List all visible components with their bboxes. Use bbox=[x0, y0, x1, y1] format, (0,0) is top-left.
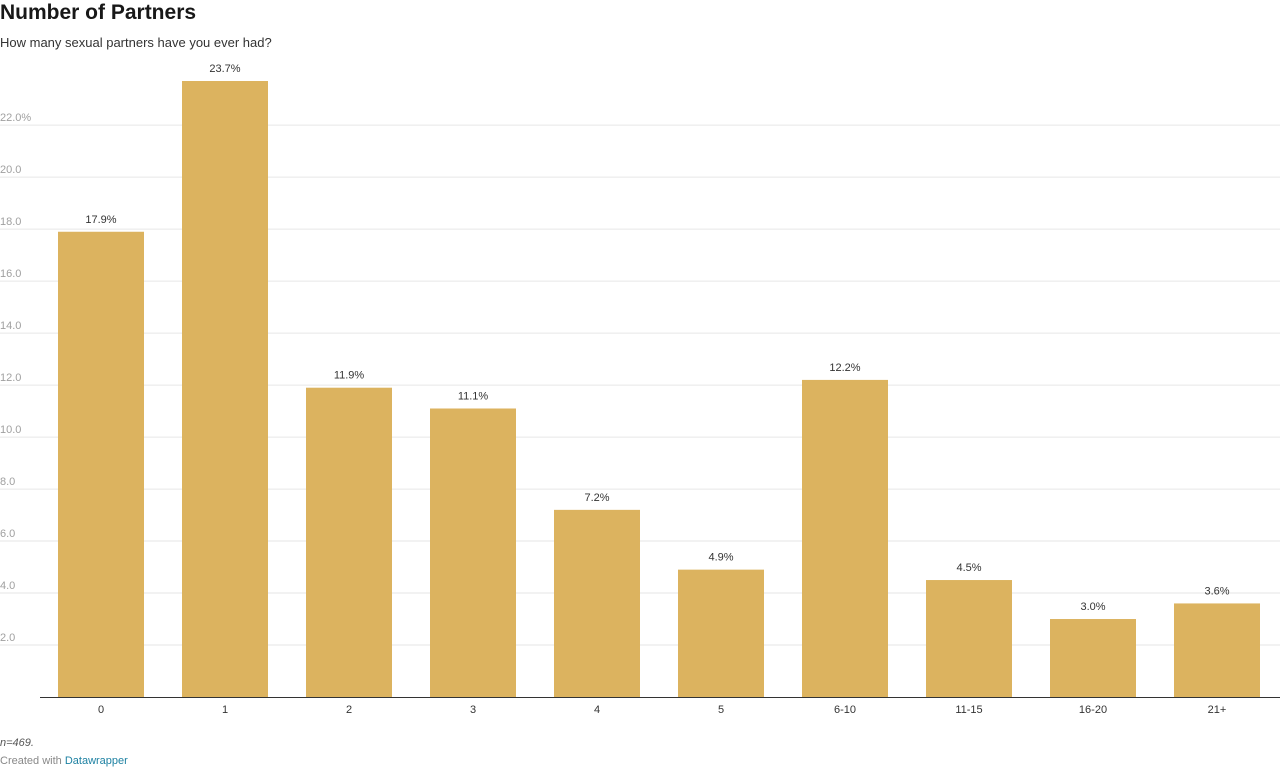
chart-title: Number of Partners bbox=[0, 1, 197, 24]
y-tick-label: 18.0 bbox=[0, 216, 21, 228]
bar-value-label: 4.5% bbox=[956, 562, 981, 574]
bar-value-label: 4.9% bbox=[708, 552, 733, 564]
datawrapper-link[interactable]: Datawrapper bbox=[64, 755, 128, 767]
chart-byline: Created with Datawrapper bbox=[0, 754, 128, 768]
x-tick-label: 2 bbox=[346, 704, 352, 716]
x-tick-label: 4 bbox=[594, 704, 600, 716]
bar bbox=[306, 387, 392, 697]
byline-prefix: Created with bbox=[0, 755, 62, 767]
bar-chart: 2.0 4.0 6.0 8.0 10.0 12.0 14.0 16.0 18.0 20.0 22.0… bbox=[0, 63, 1280, 716]
x-tick-label: 1 bbox=[222, 704, 228, 716]
bar bbox=[182, 81, 268, 697]
x-tick-label: 11-15 bbox=[955, 704, 982, 716]
y-tick-label: 20.0 bbox=[0, 164, 21, 176]
bar bbox=[430, 408, 516, 697]
x-tick-label: 3 bbox=[470, 704, 476, 716]
y-tick-label: 12.0 bbox=[0, 372, 21, 384]
bar bbox=[926, 580, 1012, 697]
y-tick-label: 14.0 bbox=[0, 320, 21, 332]
x-tick-label: 5 bbox=[718, 704, 724, 716]
bar bbox=[1174, 603, 1260, 697]
y-tick-label: 4.0 bbox=[0, 580, 15, 592]
bar-value-label: 3.6% bbox=[1204, 585, 1229, 597]
bar bbox=[678, 569, 764, 697]
y-tick-label: 8.0 bbox=[0, 476, 15, 488]
bar-value-label: 3.0% bbox=[1080, 601, 1105, 613]
bar-value-label: 17.9% bbox=[85, 214, 116, 226]
y-tick-label: 22.0% bbox=[0, 112, 31, 124]
x-tick-label: 21+ bbox=[1208, 704, 1227, 716]
chart-subtitle: How many sexual partners have you ever h… bbox=[0, 35, 272, 50]
x-tick-label: 6-10 bbox=[834, 704, 856, 716]
value-labels: 17.9% 0 23.7% 1 11.9% 2 11.1% 3 7.2% 4 4.9% 5 12.2% 6… bbox=[85, 63, 1229, 716]
bar-value-label: 12.2% bbox=[829, 362, 860, 374]
y-tick-label: 10.0 bbox=[0, 424, 21, 436]
bar bbox=[554, 509, 640, 697]
bar bbox=[58, 231, 144, 698]
y-tick-label: 2.0 bbox=[0, 632, 15, 644]
y-tick-label: 16.0 bbox=[0, 268, 21, 280]
bar-value-label: 7.2% bbox=[584, 492, 609, 504]
x-tick-label: 16-20 bbox=[1079, 704, 1107, 716]
bar-value-label: 23.7% bbox=[209, 63, 240, 75]
x-tick-label: 0 bbox=[98, 704, 104, 716]
bar bbox=[802, 379, 888, 697]
y-tick-label: 6.0 bbox=[0, 528, 15, 540]
bar bbox=[1050, 619, 1136, 697]
chart-notes: n=469. bbox=[0, 737, 34, 749]
bars bbox=[58, 81, 1260, 698]
bar-value-label: 11.1% bbox=[458, 390, 489, 402]
bar-value-label: 11.9% bbox=[334, 370, 365, 382]
